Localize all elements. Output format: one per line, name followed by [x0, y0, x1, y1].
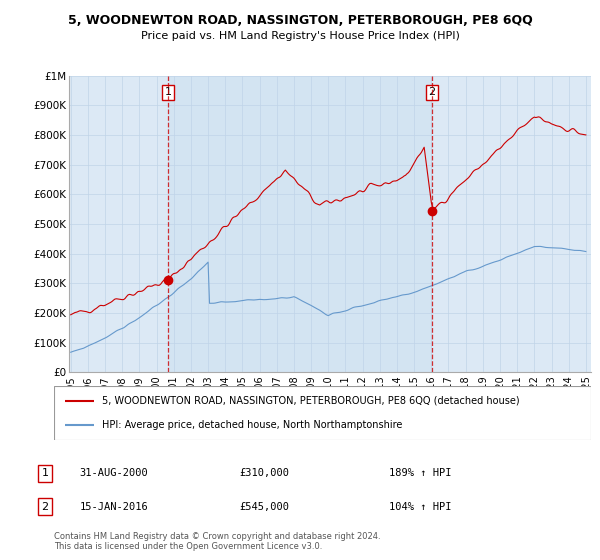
Text: £310,000: £310,000 [239, 468, 289, 478]
Text: 1: 1 [41, 468, 49, 478]
Text: 2: 2 [428, 87, 436, 97]
Text: 5, WOODNEWTON ROAD, NASSINGTON, PETERBOROUGH, PE8 6QQ: 5, WOODNEWTON ROAD, NASSINGTON, PETERBOR… [68, 14, 532, 27]
Text: 31-AUG-2000: 31-AUG-2000 [80, 468, 148, 478]
Text: 15-JAN-2016: 15-JAN-2016 [80, 502, 148, 512]
FancyBboxPatch shape [54, 386, 591, 440]
Text: Contains HM Land Registry data © Crown copyright and database right 2024.
This d: Contains HM Land Registry data © Crown c… [54, 532, 380, 552]
Text: 2: 2 [41, 502, 49, 512]
Text: 5, WOODNEWTON ROAD, NASSINGTON, PETERBOROUGH, PE8 6QQ (detached house): 5, WOODNEWTON ROAD, NASSINGTON, PETERBOR… [103, 396, 520, 406]
Bar [168, 76, 432, 372]
Text: Price paid vs. HM Land Registry's House Price Index (HPI): Price paid vs. HM Land Registry's House … [140, 31, 460, 41]
Text: £545,000: £545,000 [239, 502, 289, 512]
Text: 189% ↑ HPI: 189% ↑ HPI [389, 468, 451, 478]
Text: HPI: Average price, detached house, North Northamptonshire: HPI: Average price, detached house, Nort… [103, 420, 403, 430]
Text: 104% ↑ HPI: 104% ↑ HPI [389, 502, 451, 512]
Text: 1: 1 [164, 87, 172, 97]
